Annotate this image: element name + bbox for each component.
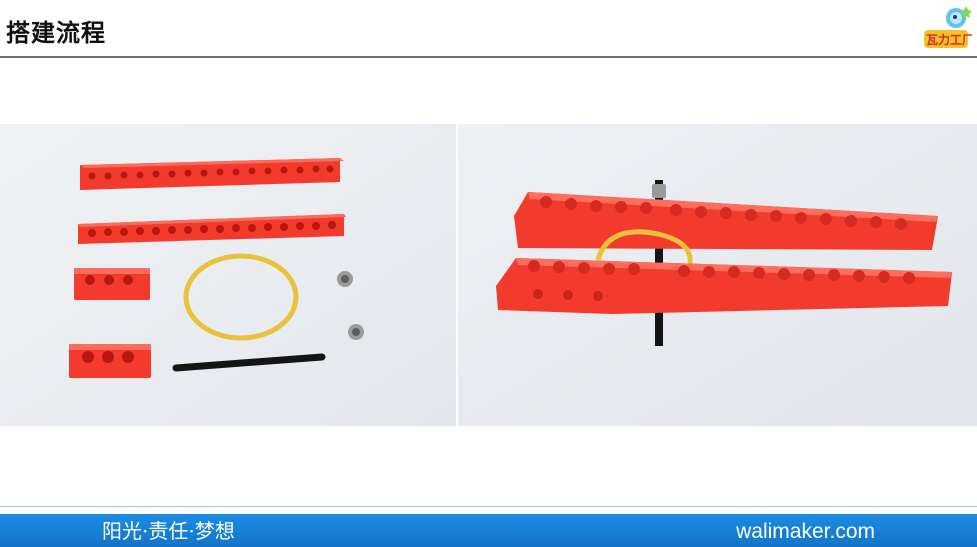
footer-slogan: 阳光·责任·梦想 (102, 519, 235, 543)
wali-maker-logo-icon: 瓦力工厂 (922, 4, 974, 52)
footer-divider (0, 506, 977, 507)
header-divider (0, 56, 977, 58)
slide-title: 搭建流程 (6, 19, 106, 47)
rubber-band (183, 253, 299, 341)
short-beam-2 (69, 344, 151, 378)
long-beam-1 (80, 158, 344, 190)
slide-header: 搭建流程 瓦力工厂 (0, 0, 977, 58)
bushing-2 (348, 324, 364, 340)
parts-photo (0, 124, 456, 426)
svg-text:瓦力工厂: 瓦力工厂 (926, 32, 972, 47)
short-beam-1 (74, 268, 150, 300)
assembly-photo (458, 124, 977, 426)
black-axle (172, 353, 326, 372)
slide-footer: 阳光·责任·梦想 walimaker.com (0, 514, 977, 547)
assembly-beam-bottom (496, 258, 952, 314)
assembly-rubber-band (595, 229, 693, 265)
footer-website: walimaker.com (736, 520, 875, 543)
long-beam-2 (78, 214, 346, 244)
bushing-1 (337, 271, 353, 287)
